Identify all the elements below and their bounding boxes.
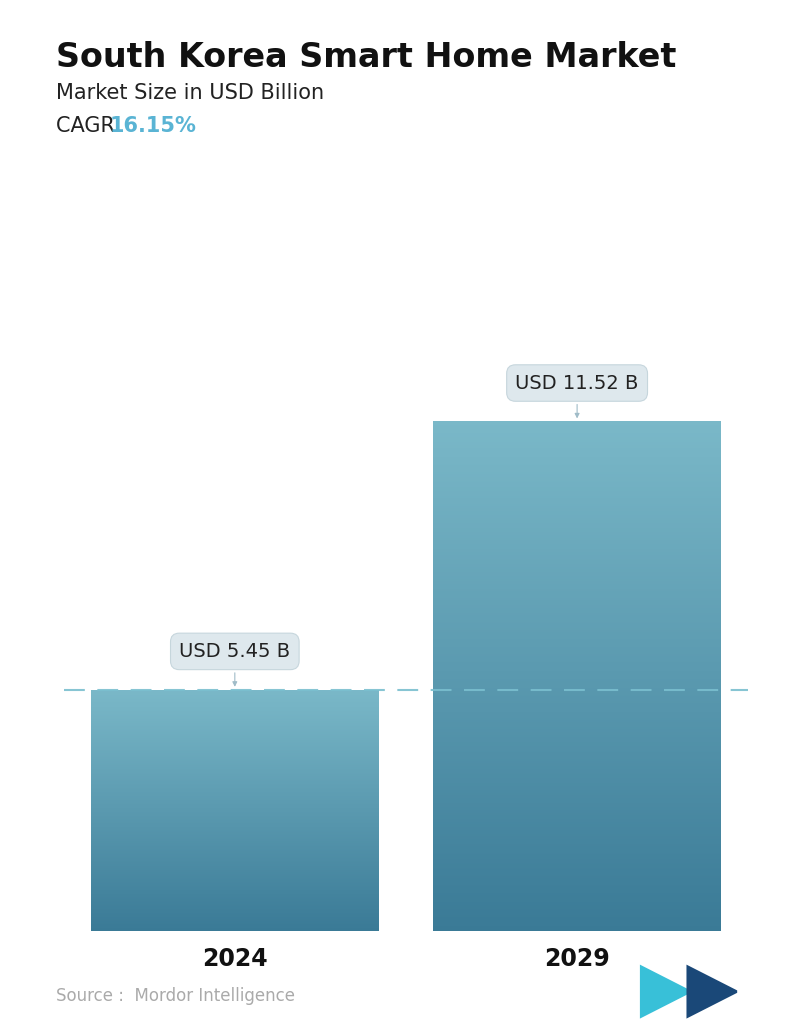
Text: 16.15%: 16.15% [110, 116, 197, 135]
Text: South Korea Smart Home Market: South Korea Smart Home Market [56, 41, 676, 74]
Polygon shape [686, 965, 737, 1018]
Text: CAGR: CAGR [56, 116, 121, 135]
Text: Market Size in USD Billion: Market Size in USD Billion [56, 83, 324, 102]
Text: USD 11.52 B: USD 11.52 B [516, 373, 638, 418]
Polygon shape [640, 965, 691, 1018]
Text: USD 5.45 B: USD 5.45 B [179, 642, 291, 686]
Text: Source :  Mordor Intelligence: Source : Mordor Intelligence [56, 987, 295, 1005]
